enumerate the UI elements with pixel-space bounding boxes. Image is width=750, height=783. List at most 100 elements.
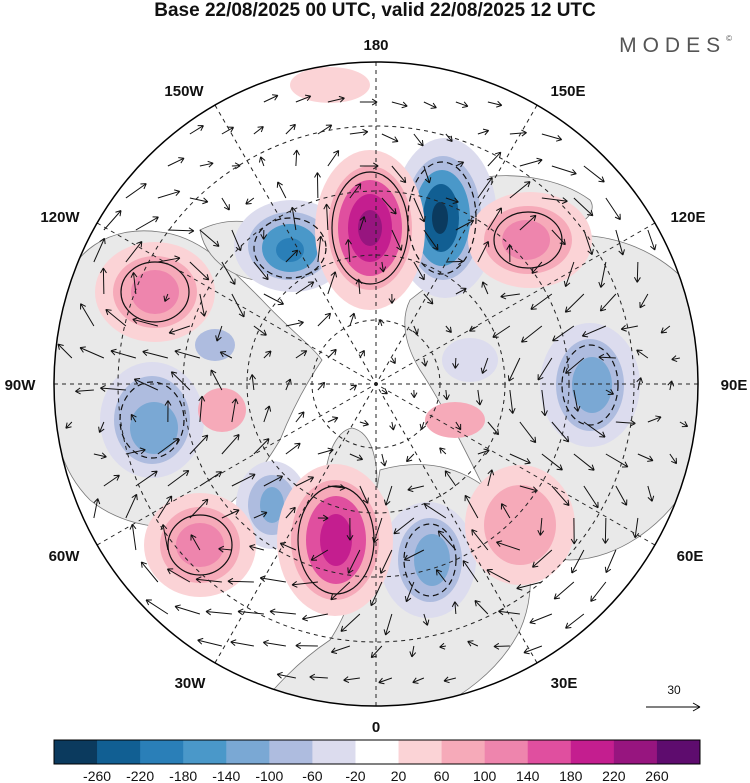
lon-label-150w: 150W — [164, 83, 204, 100]
wind-arrow — [500, 292, 520, 300]
wind-arrow — [291, 580, 318, 588]
lon-label-180: 180 — [363, 37, 388, 54]
wind-arrow — [163, 293, 170, 302]
wind-arrow — [349, 128, 369, 136]
wind-arrow — [135, 470, 158, 487]
wind-arrow — [573, 197, 594, 217]
wind-arrow — [157, 495, 173, 519]
wind-arrow — [130, 413, 137, 423]
brand-logo: MODES© — [619, 34, 732, 58]
lon-label-0: 0 — [372, 719, 380, 736]
colorbar-swatch — [355, 740, 399, 764]
colorbar-tick-label: 220 — [602, 768, 626, 783]
wind-arrow — [404, 581, 415, 603]
wind-arrow — [583, 229, 594, 256]
wind-arrow — [355, 278, 363, 295]
lon-label-90w: 90W — [5, 377, 37, 394]
colorbar-frame — [53, 739, 701, 765]
colorbar-swatch — [226, 740, 270, 764]
wind-arrow — [343, 676, 360, 683]
wind-arrow — [359, 485, 369, 504]
colorbar-swatch — [656, 740, 701, 764]
wind-arrow — [443, 676, 456, 684]
wind-arrow — [583, 485, 599, 509]
wind-arrow — [516, 581, 542, 591]
wind-arrow — [605, 453, 629, 468]
wind-arrow — [293, 149, 300, 167]
wind-arrow — [205, 608, 232, 616]
wind-arrow — [253, 325, 267, 336]
wind-arrow — [347, 549, 361, 574]
colorbar-tick-label: 140 — [516, 768, 540, 783]
wind-arrow — [406, 453, 415, 463]
wind-arrow — [537, 357, 553, 381]
wind-arrow — [604, 549, 617, 574]
wind-arrow — [487, 207, 502, 231]
wind-arrow — [521, 325, 543, 343]
colorbar: -260 -220 -180 -140 -100 -60 -20 20 60 100 140 180 2… — [53, 739, 701, 783]
wind-arrow — [253, 261, 269, 281]
wind-arrow — [541, 389, 548, 417]
negative-anomalies — [100, 138, 640, 618]
wind-arrow — [391, 165, 407, 184]
wind-arrow — [671, 355, 680, 363]
wind-arrow — [477, 448, 490, 456]
wind-arrow — [391, 229, 403, 251]
wind-arrow — [598, 353, 616, 361]
wind-arrow — [389, 421, 396, 431]
wind-arrow — [345, 239, 352, 263]
wind-arrow — [349, 384, 357, 391]
colorbar-swatch — [140, 740, 184, 764]
wind-arrow — [168, 325, 191, 335]
wind-arrow — [253, 511, 268, 519]
wind-arrow — [263, 475, 284, 487]
wind-arrow — [164, 400, 172, 423]
wind-arrow — [475, 389, 483, 406]
wind-arrow — [602, 517, 609, 544]
wind-arrow — [79, 346, 105, 359]
wind-arrow — [423, 165, 432, 184]
colorbar-swatch — [484, 740, 529, 764]
wind-arrow — [477, 128, 490, 136]
wind-arrow — [637, 453, 654, 462]
wind-arrow — [263, 293, 284, 306]
wind-arrow — [393, 517, 415, 535]
wind-arrow — [379, 261, 387, 273]
wind-arrow — [487, 421, 500, 436]
reference-vector: 30 — [646, 683, 701, 712]
wind-arrow — [132, 317, 159, 327]
wind-arrow — [221, 261, 236, 285]
wind-arrow — [669, 453, 678, 465]
high-atlantic — [277, 464, 393, 616]
wind-arrow — [317, 124, 333, 135]
wind-arrow — [199, 229, 220, 247]
wind-arrow — [412, 325, 419, 335]
wind-arrow — [253, 438, 270, 455]
colorbar-tick-label: -60 — [302, 768, 322, 783]
wind-arrow — [519, 157, 543, 167]
wind-arrow — [258, 156, 266, 167]
wind-arrow — [486, 569, 511, 583]
wind-arrow — [381, 133, 399, 143]
low-siberia — [540, 323, 640, 447]
wind-arrow — [647, 485, 655, 502]
wind-arrow — [253, 126, 264, 135]
map-body — [54, 62, 698, 706]
wind-arrow — [537, 517, 545, 536]
colorbar-swatch — [613, 740, 658, 764]
wind-arrow — [469, 325, 479, 332]
wind-arrow — [199, 293, 207, 317]
wind-arrow — [231, 398, 239, 423]
colorbar-swatch — [312, 740, 356, 764]
wind-arrow — [487, 100, 503, 108]
wind-arrow — [330, 581, 351, 601]
wind-arrow — [145, 599, 169, 615]
low-small-kara — [442, 338, 498, 382]
wind-arrow — [317, 514, 329, 522]
wind-arrow — [439, 642, 446, 650]
map-title: Base 22/08/2025 00 UTC, valid 22/08/2025… — [154, 0, 596, 21]
wind-arrow — [210, 369, 223, 391]
wind-arrow — [633, 261, 641, 283]
wind-arrow — [423, 101, 437, 109]
wind-arrow — [359, 216, 367, 231]
